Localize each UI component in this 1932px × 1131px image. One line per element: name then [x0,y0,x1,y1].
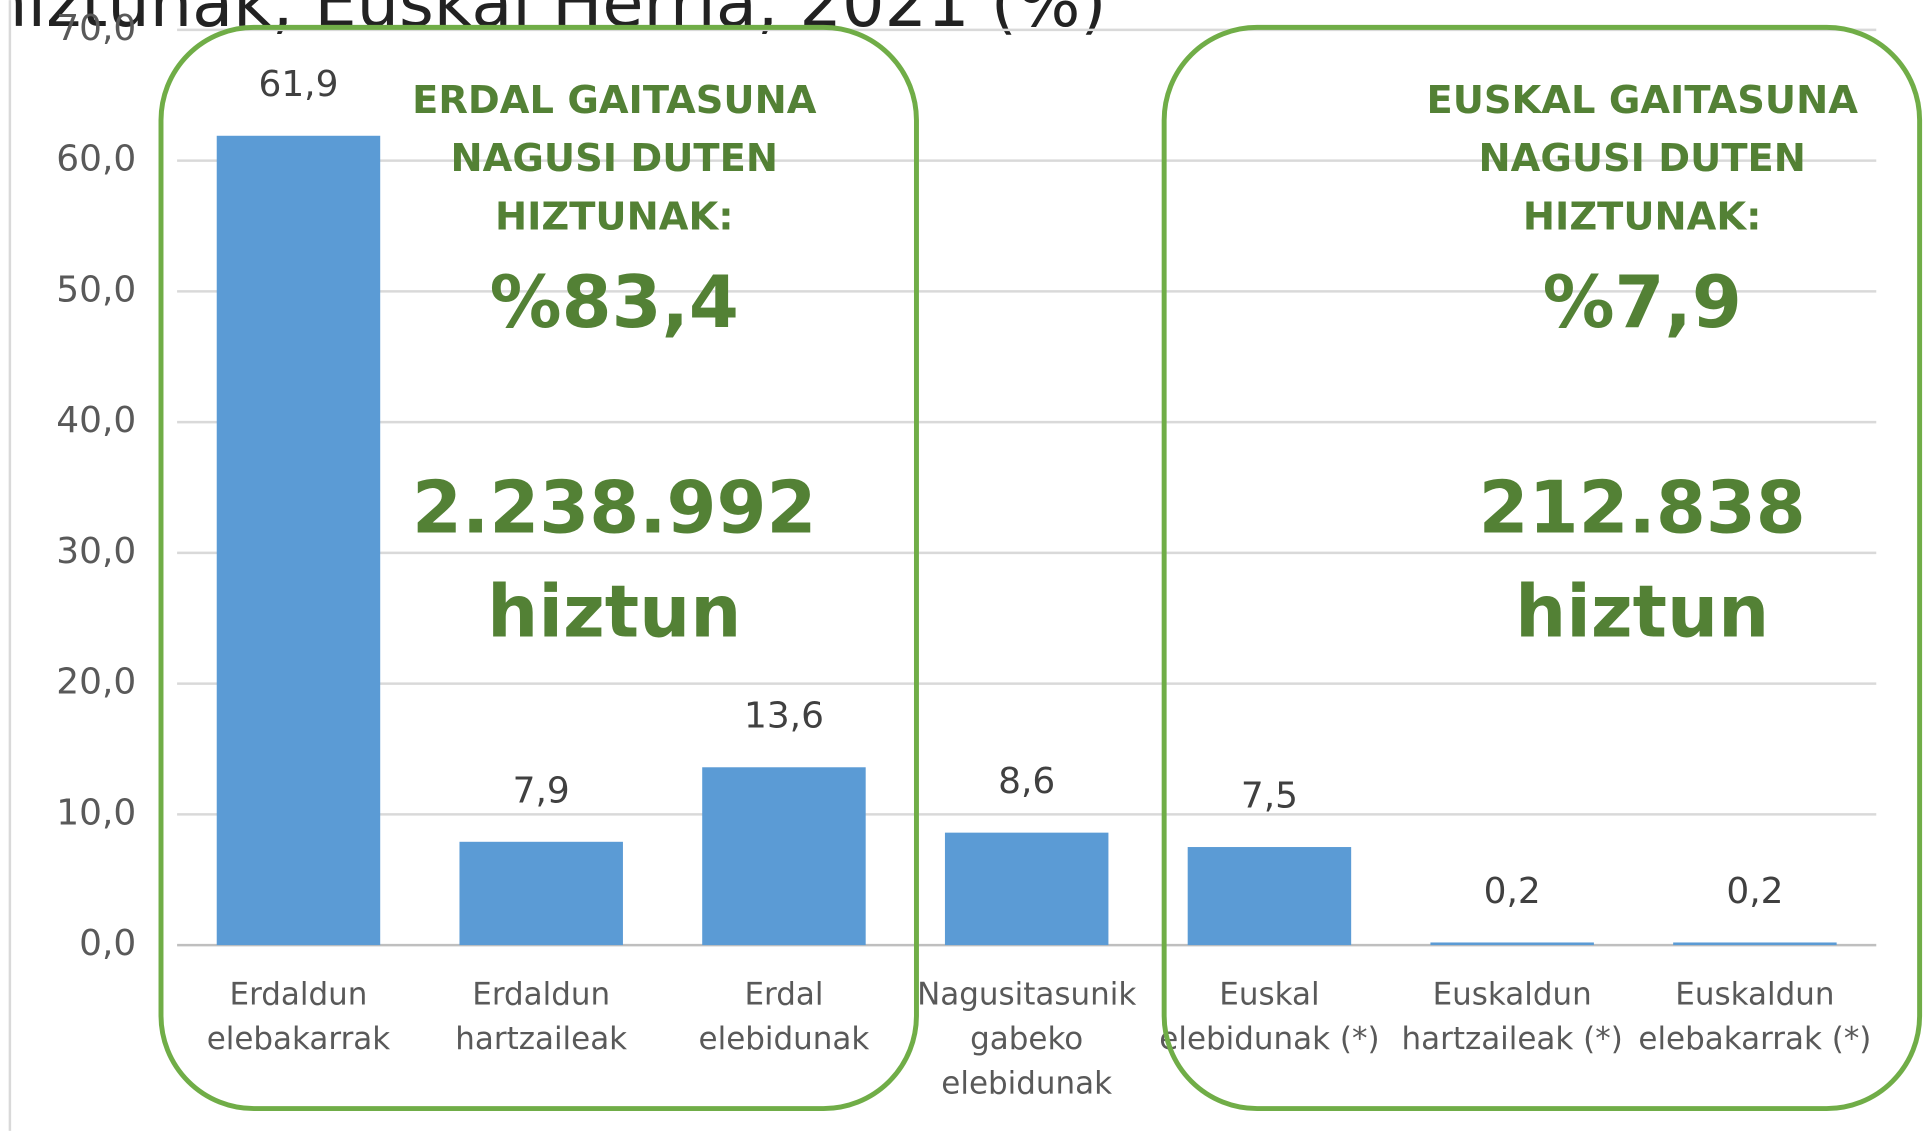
value-label: 0,2 [1726,871,1783,912]
annotation-frame [158,24,919,1112]
annotation-percent: %7,9 [1542,265,1742,345]
x-tick-label-box: Euskaldun elebakarrak (*) [1638,976,1872,1057]
value-label: 7,9 [513,770,570,811]
bar [1187,847,1352,946]
x-tick-label-box: Nagusitasunik gabeko elebidunak [917,976,1137,1102]
annotation-count-box: 212.838 hiztun [1478,465,1806,655]
bar [1673,942,1837,946]
x-tick-label-box: Erdaldun hartzaileak [455,976,628,1057]
annotation-count: 2.238.992 hiztun [412,465,817,655]
annotation-percent-box: %7,9 [1542,265,1742,345]
annotation-heading-box: ERDAL GAITASUNA NAGUSI DUTEN HIZTUNAK: [412,78,817,240]
x-tick-label-box: Euskal elebidunak (*) [1159,976,1380,1057]
value-label: 8,6 [998,761,1055,802]
chart-title: hiztunak, Euskal Herria, 2021 (%) [0,0,1107,42]
bar [1430,942,1594,946]
x-tick-label: Erdaldun hartzaileak [455,976,628,1057]
annotation-percent: %83,4 [489,265,739,345]
y-tick-label: 40,0 [56,400,136,441]
x-tick-label: Erdal elebidunak [698,976,870,1057]
x-tick-label-box: Erdal elebidunak [698,976,870,1057]
y-tick-label: 0,0 [79,923,136,964]
annotation-count-box: 2.238.992 hiztun [412,465,817,655]
x-tick-label: Nagusitasunik gabeko elebidunak [917,976,1137,1102]
x-tick-label-box: Euskaldun hartzaileak (*) [1401,976,1623,1057]
y-tick-label: 20,0 [56,662,136,703]
y-tick-label: 10,0 [56,792,136,833]
annotation-count: 212.838 hiztun [1478,465,1806,655]
y-tick-label: 70,0 [56,8,136,49]
y-tick-label: 50,0 [56,269,136,310]
x-tick-label: Erdaldun elebakarrak [206,976,391,1057]
x-tick-label-box: Erdaldun elebakarrak [206,976,391,1057]
bar [702,767,866,946]
x-tick-label: Euskaldun elebakarrak (*) [1638,976,1872,1057]
value-label: 7,5 [1241,775,1298,816]
value-label: 0,2 [1484,871,1541,912]
bar [459,841,623,946]
annotation-heading-box: EUSKAL GAITASUNA NAGUSI DUTEN HIZTUNAK: [1426,78,1858,240]
y-tick-label: 60,0 [56,139,136,180]
annotation-percent-box: %83,4 [489,265,739,345]
value-label: 61,9 [258,64,338,105]
bar [216,135,381,946]
annotation-frame [1161,24,1923,1112]
value-label: 13,6 [744,696,824,737]
annotation-heading: EUSKAL GAITASUNA NAGUSI DUTEN HIZTUNAK: [1426,78,1858,240]
annotation-heading: ERDAL GAITASUNA NAGUSI DUTEN HIZTUNAK: [412,78,817,240]
bar [944,832,1109,946]
x-tick-label: Euskal elebidunak (*) [1159,976,1380,1057]
y-tick-label: 30,0 [56,531,136,572]
x-tick-label: Euskaldun hartzaileak (*) [1401,976,1623,1057]
